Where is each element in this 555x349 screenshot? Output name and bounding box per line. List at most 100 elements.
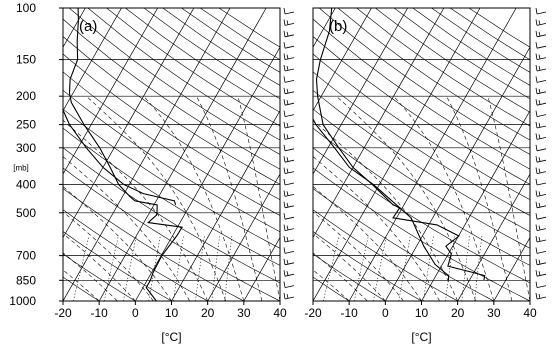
dry-adiabat <box>151 8 530 301</box>
y-tick-label: 700 <box>16 249 36 263</box>
plot-frame <box>63 8 280 301</box>
dry-adiabat <box>394 8 555 301</box>
wind-barb-feather <box>284 65 285 71</box>
wind-barb-feather <box>539 157 540 161</box>
dry-adiabat <box>163 8 555 301</box>
wind-barb <box>537 137 546 139</box>
isotherm-10 <box>422 8 555 301</box>
wind-barb-feather <box>539 55 540 59</box>
dry-adiabat <box>20 8 277 301</box>
wind-barb-feather <box>536 179 537 185</box>
plot-frame <box>313 8 530 301</box>
wind-barb-feather <box>536 19 537 25</box>
isotherm--30 <box>277 8 444 301</box>
wind-barb <box>537 149 546 151</box>
isotherm-40 <box>530 8 555 301</box>
panel-label: (a) <box>79 18 97 35</box>
wind-barb-feather <box>284 19 285 25</box>
x-tick-label: 20 <box>451 306 465 320</box>
wind-barb-feather <box>536 213 537 219</box>
wind-barb-feather <box>284 31 285 37</box>
isotherm-20 <box>208 8 375 301</box>
wind-barb <box>285 58 294 60</box>
isotherm--30 <box>27 8 194 301</box>
isotherm-20 <box>458 8 555 301</box>
dry-adiabat <box>50 8 555 301</box>
wind-barb <box>537 80 546 82</box>
wind-barb-feather <box>536 259 537 265</box>
wind-barb-feather <box>287 100 288 104</box>
dry-adiabat <box>300 8 555 301</box>
wind-barb-feather <box>536 270 537 276</box>
wind-barb-feather <box>536 31 537 37</box>
wind-barb-feather <box>536 225 537 231</box>
wind-barb-feather <box>539 191 540 195</box>
dry-adiabat <box>144 8 555 301</box>
dry-adiabat <box>57 8 349 301</box>
wind-barb-feather <box>287 169 288 173</box>
wind-barb-feather <box>536 236 537 242</box>
wind-barb <box>537 183 546 185</box>
dry-adiabat <box>207 8 555 301</box>
wind-barb-feather <box>284 202 285 208</box>
wind-barb-feather <box>284 259 285 265</box>
wind-barb-feather <box>536 145 537 151</box>
dry-adiabat <box>226 8 555 301</box>
wind-barb-feather <box>287 260 288 264</box>
wind-barb <box>285 137 294 139</box>
wind-barb-feather <box>536 111 537 117</box>
wind-barb-feather <box>536 8 537 14</box>
wind-barb-feather <box>539 66 540 70</box>
wind-barb-feather <box>287 32 288 36</box>
wind-barb-feather <box>284 42 285 48</box>
moist-adiabat <box>197 96 262 301</box>
dry-adiabat <box>319 8 555 301</box>
dry-adiabat <box>182 8 555 301</box>
moist-adiabat <box>86 96 226 301</box>
moist-adiabat <box>286 96 458 301</box>
wind-barb <box>537 172 546 174</box>
y-tick-label: 400 <box>16 177 36 191</box>
wind-barb <box>285 12 294 14</box>
wind-barb-feather <box>539 203 540 207</box>
isotherm--80 <box>0 8 13 301</box>
y-tick-label: 300 <box>16 141 36 155</box>
y-tick-label: 200 <box>16 89 36 103</box>
wind-barb-feather <box>287 134 288 138</box>
wind-barb <box>285 115 294 117</box>
wind-barb <box>537 194 546 196</box>
wind-barb-feather <box>284 213 285 219</box>
mixing-ratio-line <box>173 236 183 301</box>
wind-barb <box>285 240 294 242</box>
wind-barbs <box>284 8 294 299</box>
wind-barb-feather <box>284 168 285 174</box>
wind-barb <box>537 35 546 37</box>
wind-barb-feather <box>536 99 537 105</box>
x-tick-label: -20 <box>304 306 322 320</box>
wind-barb <box>537 92 546 94</box>
mixing-ratio-line <box>423 236 433 301</box>
wind-barb <box>285 69 294 71</box>
y-tick-label: 150 <box>16 53 36 67</box>
wind-barb-feather <box>287 294 288 298</box>
isotherm-0 <box>385 8 552 301</box>
moist-adiabat <box>245 96 439 301</box>
panel-label: (b) <box>329 18 347 35</box>
dry-adiabat <box>375 8 555 301</box>
x-tick-label: -10 <box>340 306 358 320</box>
x-tick-label: 20 <box>201 306 215 320</box>
wind-barb-feather <box>284 145 285 151</box>
wind-barb <box>537 115 546 117</box>
wind-barb-feather <box>539 169 540 173</box>
wind-barb-feather <box>536 88 537 94</box>
moist-adiabat <box>129 96 350 301</box>
mixing-ratio-line <box>104 236 118 301</box>
wind-barb <box>285 263 294 265</box>
wind-barb <box>537 58 546 60</box>
dry-adiabat <box>0 8 461 301</box>
wind-barb-feather <box>536 293 537 299</box>
wind-barb-feather <box>536 54 537 60</box>
wind-barb-feather <box>536 247 537 253</box>
dry-adiabat <box>219 8 555 301</box>
isotherm-0 <box>135 8 302 301</box>
